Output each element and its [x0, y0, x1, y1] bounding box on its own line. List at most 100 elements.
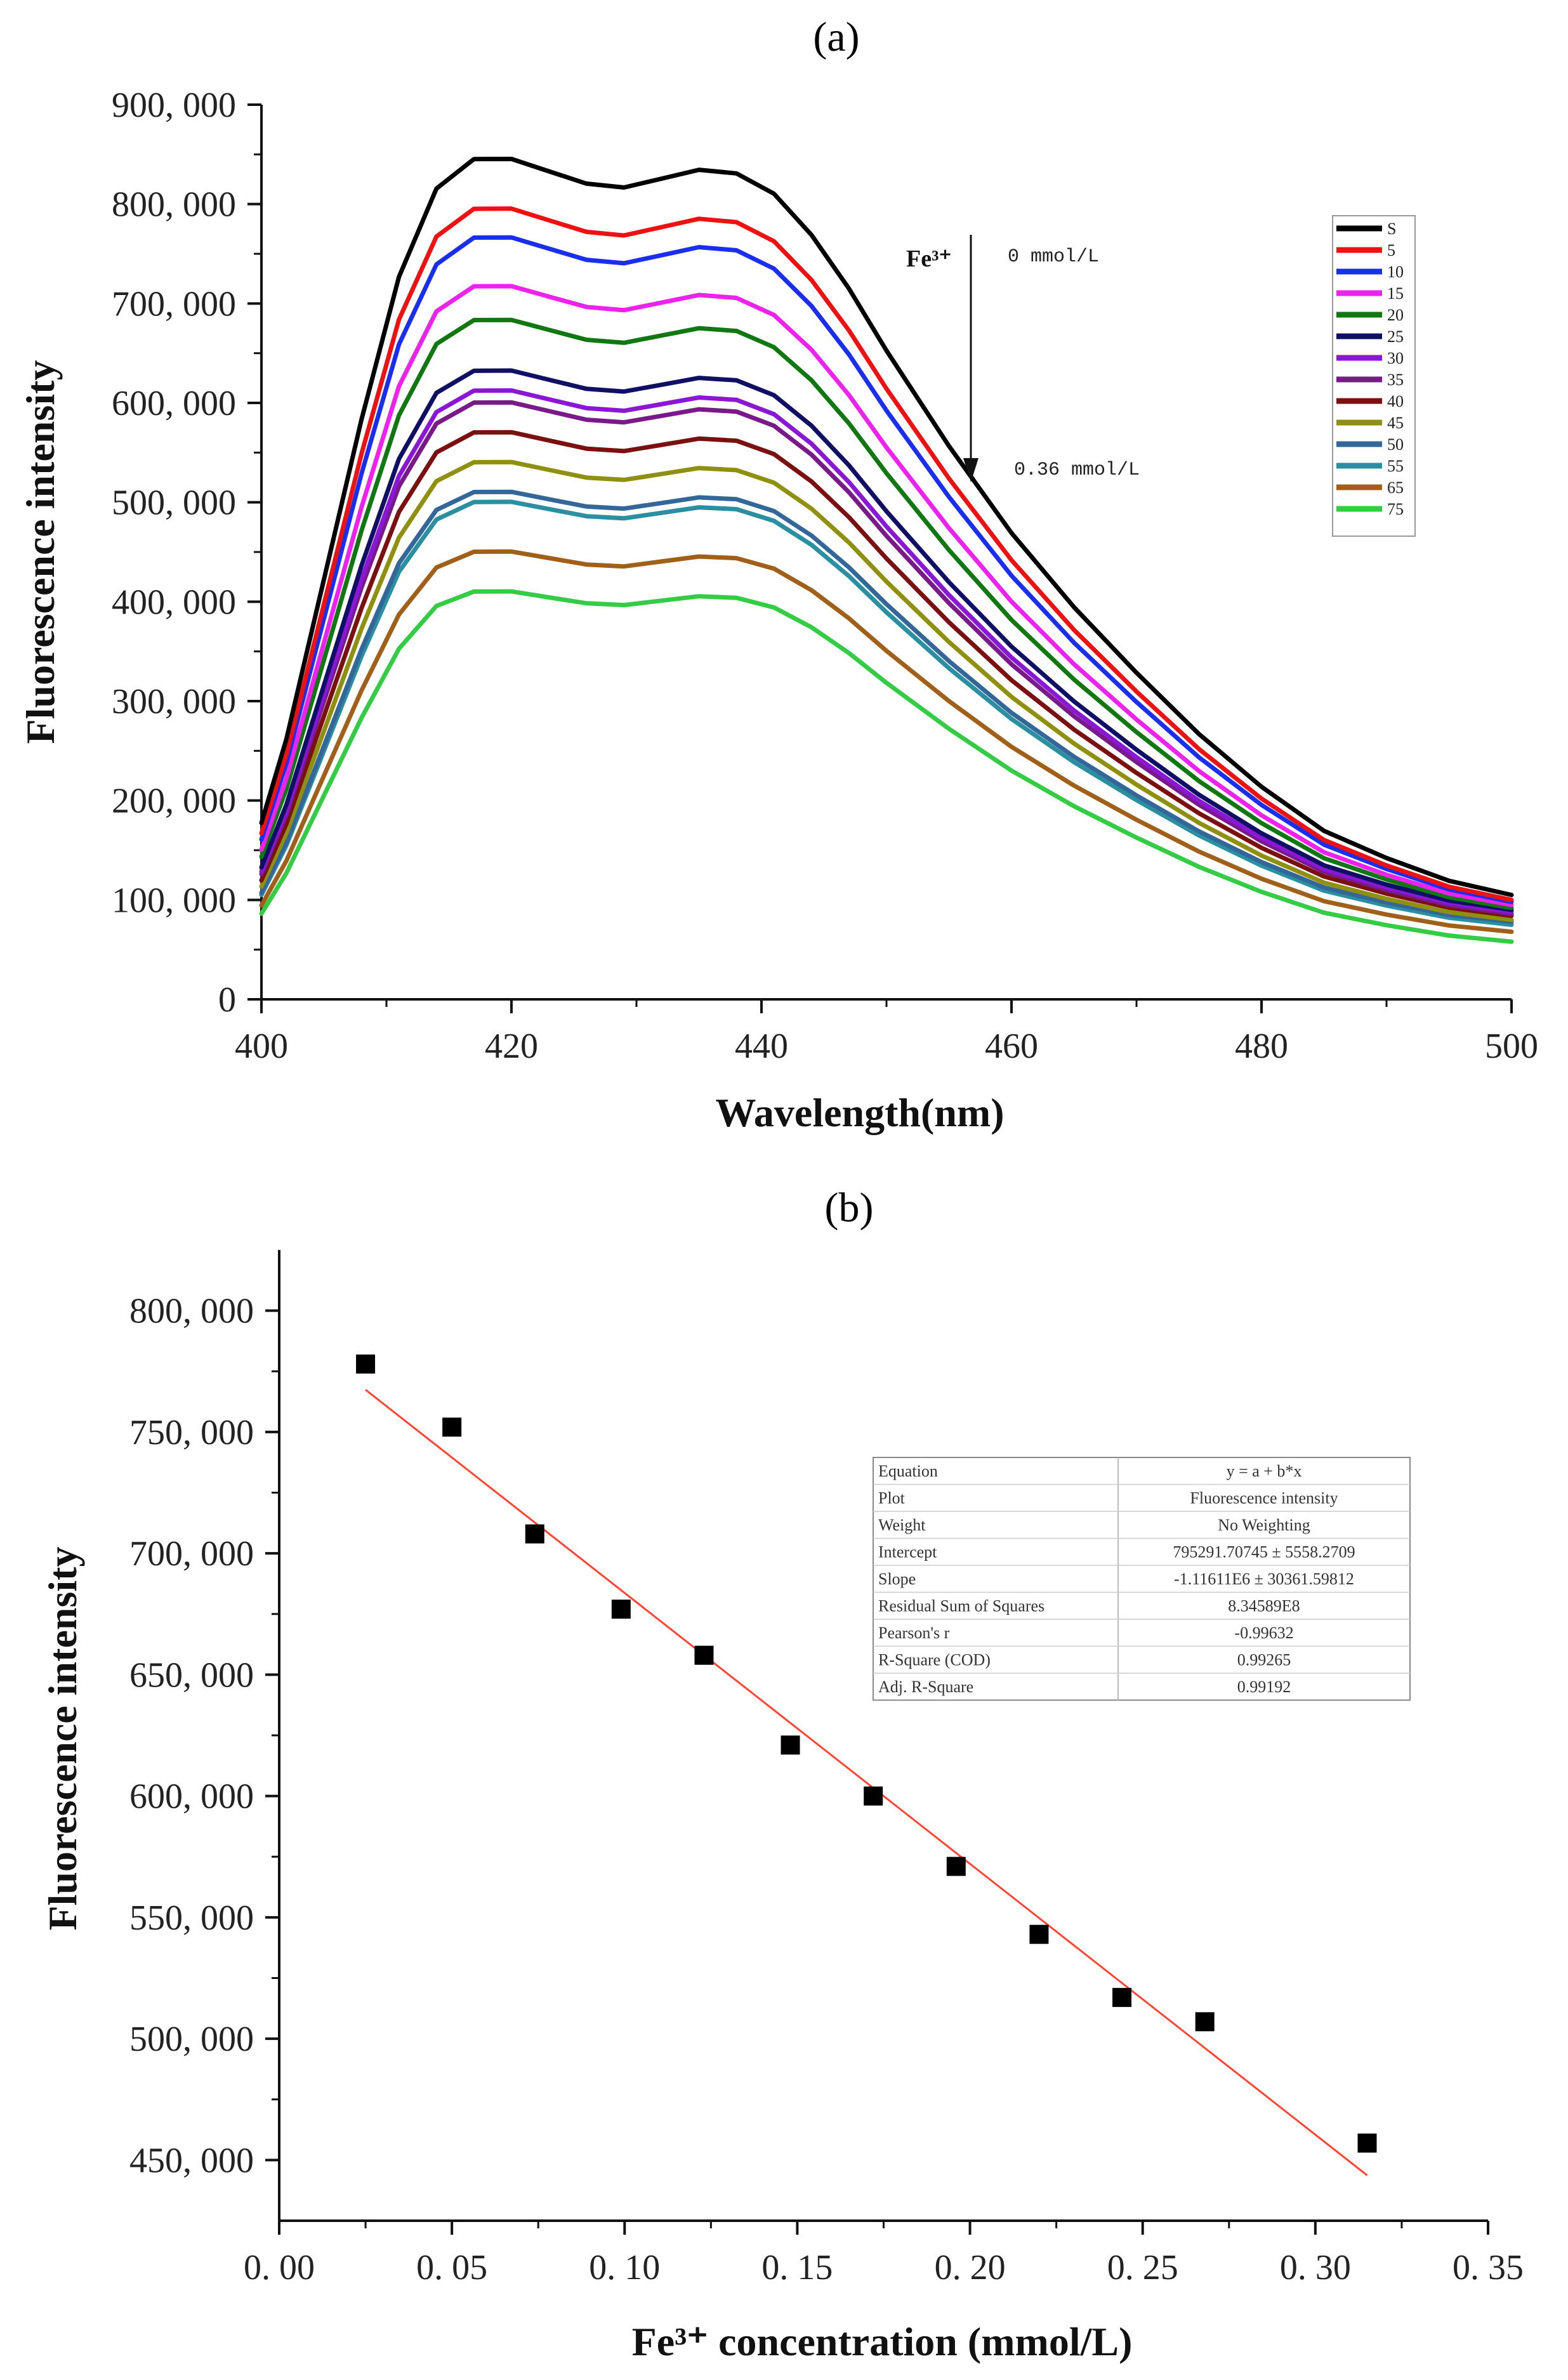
- y-tick-label: 500, 000: [129, 2020, 254, 2059]
- y-tick-label: 800, 000: [112, 185, 236, 225]
- data-point: [356, 1354, 376, 1374]
- spectrum-line-20: [259, 317, 1514, 911]
- data-point: [1195, 2012, 1215, 2032]
- panel-a-label: (a): [813, 14, 859, 60]
- table-value: y = a + b*x: [1227, 1462, 1302, 1480]
- legend-label-5: 5: [1387, 241, 1395, 260]
- y-tick-label: 700, 000: [112, 284, 236, 324]
- legend-label-10: 10: [1387, 263, 1404, 281]
- legend-label-50: 50: [1387, 435, 1404, 454]
- table-value: -1.11611E6 ± 30361.59812: [1174, 1570, 1354, 1588]
- table-key: Plot: [878, 1489, 906, 1508]
- legend-label-30: 30: [1387, 349, 1404, 367]
- x-axis-title: Fe³⁺ concentration (mmol/L): [632, 2319, 1133, 2364]
- legend-label-S: S: [1387, 220, 1396, 238]
- spectrum-line-55: [259, 499, 1514, 927]
- data-point: [442, 1417, 462, 1437]
- x-tick-label: 0. 05: [416, 2248, 487, 2287]
- y-tick-label: 550, 000: [129, 1898, 254, 1938]
- legend-label-40: 40: [1387, 392, 1404, 411]
- y-axis-title: Fluorescence intensity: [40, 1547, 85, 1931]
- x-tick-label: 400: [235, 1027, 288, 1066]
- x-tick-label: 0. 10: [589, 2248, 660, 2287]
- y-tick-label: 700, 000: [129, 1534, 254, 1574]
- y-axis-title: Fluorescence intensity: [18, 360, 63, 744]
- x-tick-label: 0. 00: [244, 2248, 315, 2287]
- x-tick-label: 0. 35: [1453, 2248, 1524, 2287]
- spectrum-line-75: [259, 589, 1514, 944]
- table-value: Fluorescence intensity: [1190, 1489, 1338, 1508]
- fit-results-table: Equation y = a + b*x Plot Fluorescence inte…: [873, 1457, 1411, 1701]
- spectrum-line-25: [259, 368, 1514, 912]
- data-point: [864, 1786, 883, 1806]
- x-tick-label: 0. 20: [935, 2248, 1006, 2287]
- table-value: No Weighting: [1218, 1516, 1310, 1534]
- data-point: [781, 1735, 800, 1755]
- x-tick-label: 480: [1235, 1027, 1288, 1066]
- table-key: Slope: [878, 1570, 916, 1588]
- legend: S 5 10 15 20 25 30 35 40 45 50 55 65 75: [1332, 215, 1416, 537]
- data-point: [611, 1600, 631, 1619]
- end-concentration-label: 0.36 mmol/L: [1014, 459, 1140, 481]
- concentration-arrow-head: [963, 458, 978, 482]
- table-value: 0.99192: [1237, 1678, 1291, 1696]
- data-point: [1357, 2133, 1377, 2153]
- linear-fit-line: [365, 1389, 1368, 2176]
- x-tick-label: 460: [985, 1027, 1038, 1066]
- y-tick-label: 400, 000: [112, 582, 236, 622]
- y-tick-label: 600, 000: [112, 384, 236, 423]
- spectrum-line-15: [259, 284, 1514, 907]
- table-value: 0.99265: [1237, 1651, 1291, 1669]
- spectrum-line-10: [259, 235, 1514, 904]
- panel-a-chart: 400 420 440 460 480 500 0 100, 000 200, 000 300, …: [18, 86, 1538, 1135]
- data-point: [946, 1857, 966, 1876]
- x-axis-title: Wavelength(nm): [715, 1090, 1004, 1135]
- legend-label-55: 55: [1387, 457, 1404, 475]
- spectrum-line-45: [259, 459, 1514, 923]
- x-tick-label: 0. 30: [1280, 2248, 1351, 2287]
- table-key: Residual Sum of Squares: [878, 1597, 1044, 1615]
- spectrum-line-5: [259, 206, 1514, 902]
- data-point: [1112, 1988, 1132, 2008]
- spectrum-line-S: [259, 157, 1514, 897]
- table-value: 8.34589E8: [1228, 1597, 1300, 1615]
- x-tick-label: 420: [485, 1027, 538, 1066]
- spectrum-line-35: [259, 400, 1514, 916]
- fe-annotation-label: Fe³⁺: [906, 246, 952, 272]
- legend-label-75: 75: [1387, 500, 1404, 518]
- y-tick-label: 450, 000: [129, 2141, 254, 2180]
- x-tick-label: 0. 25: [1107, 2248, 1178, 2287]
- legend-label-35: 35: [1387, 371, 1404, 389]
- data-point: [694, 1645, 714, 1665]
- x-tick-label: 0. 15: [761, 2248, 833, 2287]
- legend-label-20: 20: [1387, 306, 1404, 324]
- x-tick-label: 500: [1485, 1027, 1538, 1066]
- y-tick-label: 100, 000: [112, 881, 236, 920]
- y-tick-label: 900, 000: [112, 86, 236, 125]
- spectrum-line-65: [259, 549, 1514, 934]
- table-key: Adj. R-Square: [878, 1678, 973, 1696]
- start-concentration-label: 0 mmol/L: [1008, 246, 1099, 268]
- table-key: Equation: [878, 1462, 938, 1480]
- table-border: [873, 1457, 1411, 1701]
- data-point: [525, 1524, 544, 1544]
- y-tick-label: 500, 000: [112, 483, 236, 523]
- panel-b-label: (b): [825, 1185, 874, 1231]
- table-value: -0.99632: [1234, 1624, 1293, 1642]
- y-tick-label: 600, 000: [129, 1777, 254, 1817]
- spectrum-line-50: [259, 489, 1514, 924]
- table-value: 795291.70745 ± 5558.2709: [1173, 1543, 1355, 1561]
- table-key: Intercept: [878, 1543, 937, 1561]
- legend-label-25: 25: [1387, 327, 1404, 346]
- y-tick-label: 800, 000: [129, 1292, 254, 1331]
- table-key: Pearson's r: [878, 1624, 950, 1642]
- legend-label-65: 65: [1387, 478, 1404, 497]
- spectra-curves: [259, 157, 1514, 944]
- legend-label-15: 15: [1387, 284, 1404, 303]
- table-key: R-Square (COD): [878, 1651, 991, 1669]
- data-point: [1029, 1924, 1049, 1944]
- y-tick-label: 0: [218, 980, 236, 1020]
- panel-b-chart: 0. 00 0. 05 0. 10 0. 15 0. 20 0. 25 0. 30 0. 35…: [40, 1250, 1524, 2364]
